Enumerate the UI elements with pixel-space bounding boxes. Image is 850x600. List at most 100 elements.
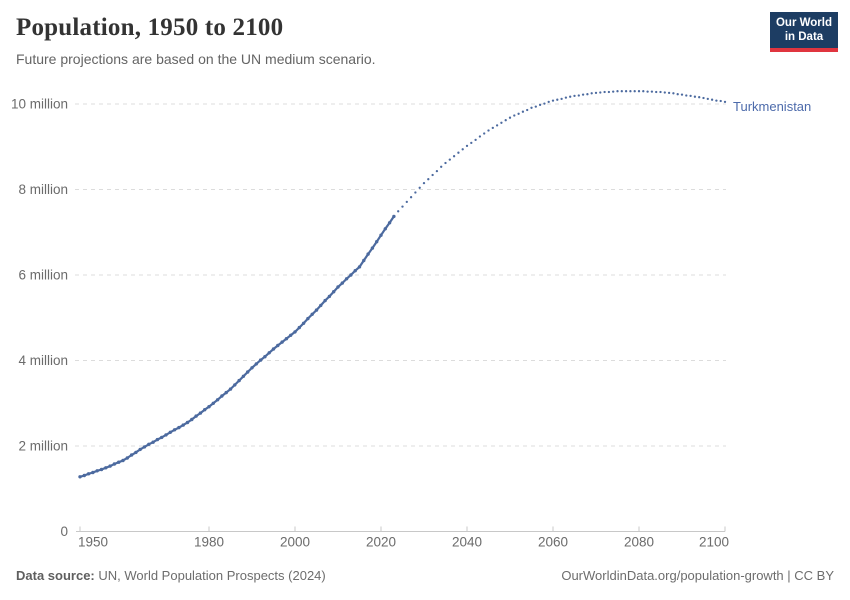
y-tick-label: 4 million [18,353,68,368]
historical-point [194,414,198,418]
historical-point [134,450,138,455]
historical-point [95,469,99,473]
historical-point [332,290,336,294]
historical-point [323,298,327,303]
projection-point [392,215,396,218]
projection-point [483,132,486,135]
projection-point [564,96,568,99]
historical-point [344,277,349,281]
projection-point [633,90,636,93]
historical-point [78,475,82,479]
historical-point [271,347,276,351]
projection-point [723,100,727,104]
projection-series [392,90,727,218]
chart-header: Population, 1950 to 2100 Future projecti… [16,14,740,67]
projection-point [487,129,490,132]
projection-point [710,98,714,101]
projection-point [538,103,542,107]
y-tick-label: 0 [60,524,68,539]
historical-point [82,473,87,478]
historical-point [104,466,108,470]
historical-point [375,240,379,244]
historical-point [241,374,246,378]
historical-point [220,394,224,398]
projection-point [715,99,718,102]
license-link[interactable]: OurWorldinData.org/population-growth | C… [561,568,834,583]
projection-point [685,94,688,97]
projection-point [397,210,400,213]
data-source-text: UN, World Population Prospects (2024) [94,568,326,583]
projection-point [620,90,623,93]
projection-point [650,90,654,93]
owid-logo[interactable]: Our World in Data [770,12,838,52]
projection-point [672,92,675,95]
y-tick-label: 6 million [18,268,68,283]
projection-point [594,91,598,95]
y-tick-label: 2 million [18,439,68,454]
projection-point [646,90,649,93]
projection-point [521,110,525,113]
historical-point [293,330,297,334]
historical-point [172,428,177,432]
projection-point [702,96,705,100]
projection-point [680,93,684,96]
historical-point [138,447,142,452]
historical-point [228,387,233,391]
x-tick-label: 2020 [366,535,396,550]
historical-point [91,470,95,475]
projection-point [478,135,482,138]
projection-point [616,90,619,93]
projection-point [435,169,439,173]
historical-point [155,437,160,442]
projection-point [530,106,533,109]
data-source-label: Data source: [16,568,95,583]
owid-logo-line1: Our World [775,17,832,29]
projection-point [577,94,580,97]
historical-point [198,411,203,415]
projection-point [624,90,628,93]
chart-footer: Data source: UN, World Population Prospe… [16,568,834,583]
projection-point [612,90,615,93]
historical-point [362,258,366,263]
projection-point [409,196,413,199]
historical-point [349,273,353,277]
historical-point [383,227,387,231]
y-tick-label: 8 million [18,182,68,197]
historical-point [108,464,112,468]
x-tick-label: 1950 [78,535,108,550]
historical-point [306,316,310,321]
historical-point [379,233,383,237]
chart-subtitle: Future projections are based on the UN m… [16,51,376,67]
projection-point [676,93,679,96]
projection-point [508,116,512,119]
projection-point [547,100,550,104]
projection-point [556,98,559,101]
historical-point [164,433,168,437]
historical-point [211,401,215,405]
historical-point [254,362,258,366]
projection-point [405,200,408,204]
projection-point [452,155,456,158]
projection-point [470,141,473,145]
historical-point [185,420,190,425]
projection-point [560,97,563,101]
historical-point [301,321,306,325]
historical-point [370,246,375,250]
historical-point [250,366,254,370]
historical-point [340,281,344,285]
projection-point [607,90,611,94]
projection-point [422,181,426,185]
projection-point [495,124,499,127]
projection-point [655,90,658,94]
data-source-note: Data source: UN, World Population Prospe… [16,568,326,583]
projection-point [440,165,443,168]
projection-point [465,144,469,148]
historical-series [78,214,396,479]
projection-point [581,93,585,96]
x-tick-label: 1980 [194,535,224,550]
projection-point [401,205,404,208]
projection-point [689,94,692,98]
projection-point [642,90,645,93]
projection-point [629,90,632,93]
